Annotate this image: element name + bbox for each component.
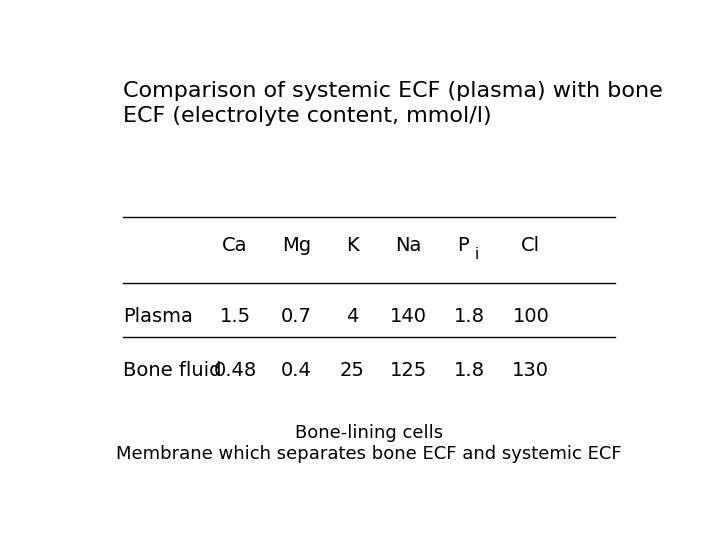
Text: Ca: Ca [222, 236, 248, 255]
Text: Mg: Mg [282, 236, 311, 255]
Text: i: i [474, 247, 479, 262]
Text: K: K [346, 236, 359, 255]
Text: 1.8: 1.8 [454, 307, 485, 326]
Text: P: P [457, 236, 469, 255]
Text: 0.7: 0.7 [281, 307, 312, 326]
Text: 1.8: 1.8 [454, 361, 485, 380]
Text: Bone-lining cells: Bone-lining cells [295, 424, 443, 442]
Text: 140: 140 [390, 307, 426, 326]
Text: 0.4: 0.4 [281, 361, 312, 380]
Text: Cl: Cl [521, 236, 541, 255]
Text: 1.5: 1.5 [220, 307, 251, 326]
Text: Comparison of systemic ECF (plasma) with bone
ECF (electrolyte content, mmol/l): Comparison of systemic ECF (plasma) with… [124, 82, 663, 126]
Text: Bone fluid: Bone fluid [124, 361, 222, 380]
Text: 25: 25 [340, 361, 365, 380]
Text: Plasma: Plasma [124, 307, 194, 326]
Text: 0.48: 0.48 [213, 361, 257, 380]
Text: 100: 100 [513, 307, 549, 326]
Text: 4: 4 [346, 307, 359, 326]
Text: 130: 130 [513, 361, 549, 380]
Text: Membrane which separates bone ECF and systemic ECF: Membrane which separates bone ECF and sy… [116, 444, 622, 463]
Text: 125: 125 [390, 361, 427, 380]
Text: Na: Na [395, 236, 421, 255]
